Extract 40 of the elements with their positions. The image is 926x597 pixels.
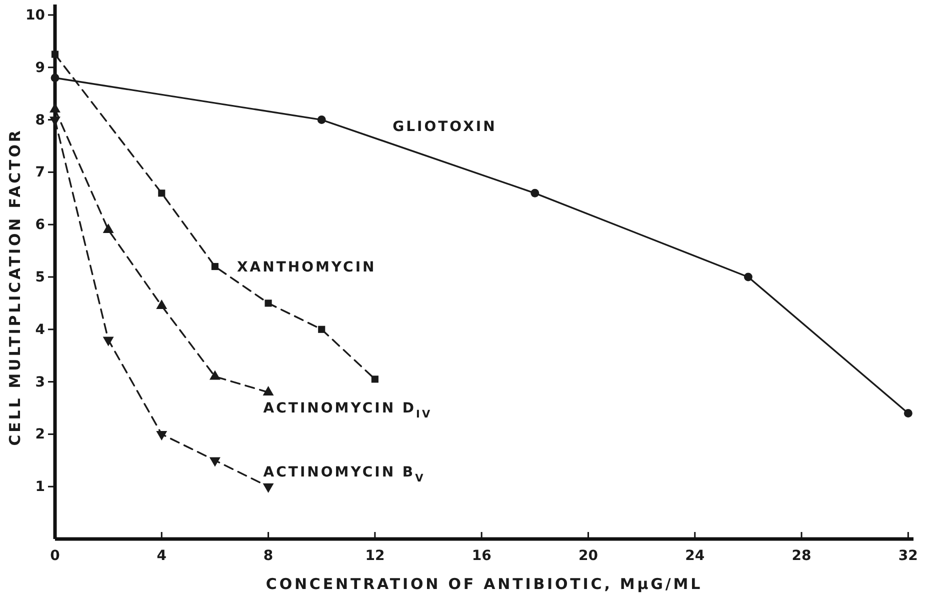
point	[209, 457, 220, 467]
y-tick-label: 3	[35, 374, 45, 390]
x-tick-label: 12	[365, 548, 385, 564]
x-tick-label: 8	[263, 548, 274, 564]
point	[262, 483, 274, 493]
y-tick-label: 5	[35, 269, 45, 286]
point	[317, 116, 326, 124]
y-tick-label: 2	[35, 426, 45, 443]
point	[904, 409, 912, 418]
point	[102, 336, 114, 346]
x-tick-label: 24	[685, 548, 705, 564]
series-label: XANTHOMYCIN	[236, 260, 376, 276]
y-tick-label: 9	[35, 60, 45, 76]
y-tick-label: 6	[35, 217, 45, 234]
y-tick-label: 8	[35, 112, 45, 128]
x-axis-title: CONCENTRATION OF ANTIBIOTIC, MμG/ML	[266, 575, 703, 593]
point	[50, 74, 60, 82]
point	[744, 272, 752, 282]
y-axis-title: CELL MULTIPLICATION FACTOR	[6, 128, 24, 446]
point	[318, 326, 326, 333]
x-tick-label: 28	[792, 548, 812, 564]
point	[158, 190, 166, 197]
point	[156, 431, 168, 441]
x-tick-label: 4	[156, 548, 167, 564]
x-tick-label: 20	[578, 548, 598, 564]
series-label: ACTINOMYCIN D$_{IV}$	[263, 400, 432, 420]
y-tick-label: 1	[35, 479, 45, 496]
point	[264, 300, 272, 307]
point	[530, 188, 540, 198]
y-tick-label: 10	[26, 7, 46, 24]
series-label: ACTINOMYCIN B$_{V}$	[263, 464, 426, 485]
y-tick-label: 4	[35, 322, 46, 338]
x-tick-label: 0	[50, 548, 60, 564]
x-tick-label: 16	[472, 548, 492, 564]
point	[51, 50, 59, 58]
y-tick-label: 7	[35, 164, 45, 181]
x-tick-label: 32	[898, 548, 918, 564]
point	[211, 262, 219, 270]
series-label: GLIOTOXIN	[392, 118, 497, 135]
point	[371, 376, 378, 383]
